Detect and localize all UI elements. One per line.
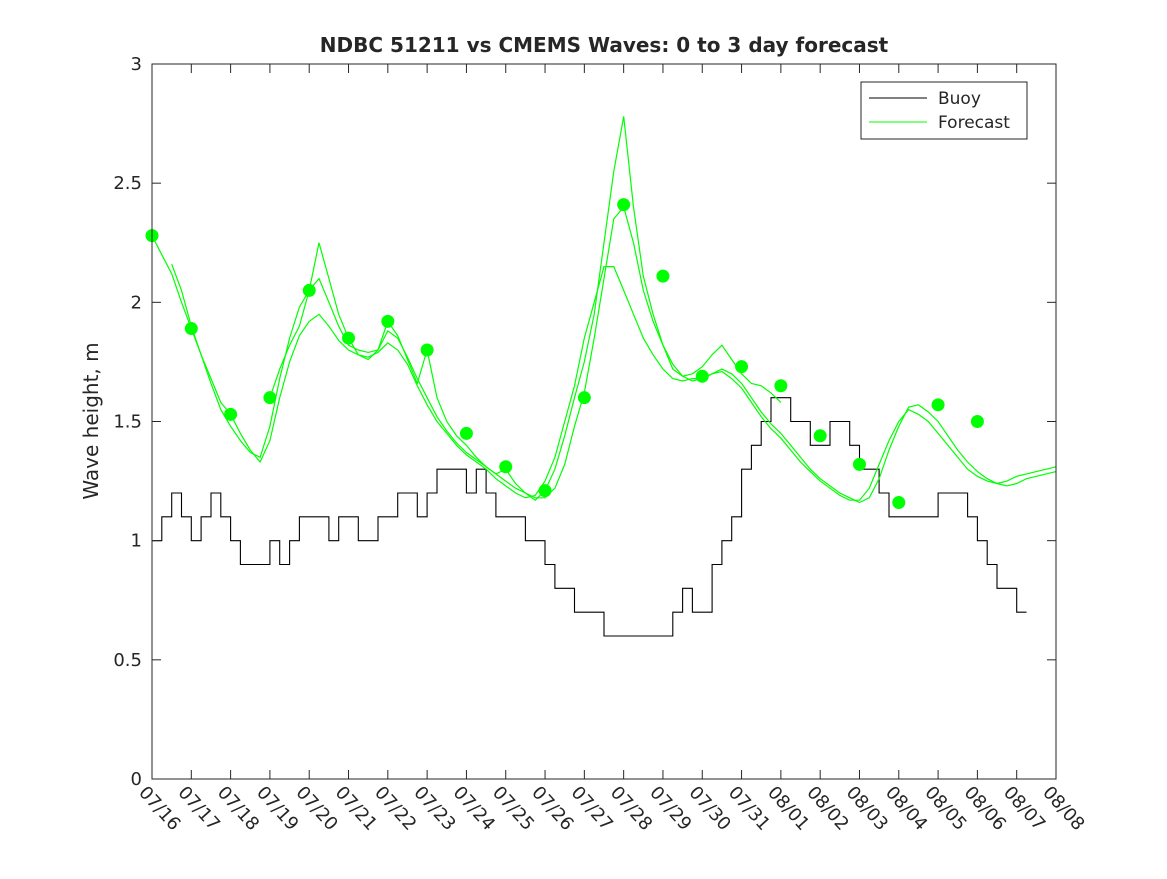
x-tick-label: 08/01 <box>763 782 813 835</box>
plot-area <box>152 64 1056 779</box>
forecast-series-line <box>171 205 1057 504</box>
y-tick-label: 2 <box>131 292 142 313</box>
x-tick-label: 08/08 <box>1038 782 1088 835</box>
chart-title: NDBC 51211 vs CMEMS Waves: 0 to 3 day fo… <box>320 33 889 57</box>
forecast-marker <box>459 426 473 440</box>
x-tick-label: 07/20 <box>292 782 342 835</box>
forecast-marker <box>184 322 198 336</box>
legend: Buoy Forecast <box>860 81 1028 140</box>
x-tick-label: 07/30 <box>685 782 735 835</box>
forecast-marker <box>656 269 670 283</box>
legend-box <box>860 81 1028 140</box>
y-tick-label: 3 <box>131 54 142 75</box>
x-tick-label: 08/04 <box>881 782 931 835</box>
x-tick-label: 07/31 <box>724 782 774 835</box>
forecast-marker <box>224 407 238 421</box>
forecast-marker <box>695 369 709 383</box>
forecast-marker <box>970 415 984 428</box>
x-tick-label: 07/22 <box>370 782 420 835</box>
forecast-marker <box>302 283 316 297</box>
forecast-marker <box>381 314 395 328</box>
forecast-marker <box>577 391 591 405</box>
buoy-series-line <box>152 397 1027 637</box>
x-tick-label: 07/16 <box>134 782 184 835</box>
x-tick-label: 07/19 <box>252 782 302 835</box>
forecast-marker <box>263 391 277 405</box>
x-tick-label: 07/23 <box>409 782 459 835</box>
forecast-marker <box>774 379 788 393</box>
x-tick-label: 08/07 <box>999 782 1049 835</box>
x-tick-label: 07/26 <box>527 782 577 835</box>
forecast-marker <box>892 496 906 510</box>
forecast-series-line <box>269 116 782 501</box>
series-layer <box>151 116 1057 637</box>
x-tick-label: 07/17 <box>174 782 224 835</box>
y-tick-label: 0.5 <box>113 650 142 671</box>
forecast-marker <box>735 360 749 374</box>
x-tick-label: 07/28 <box>606 782 656 835</box>
forecast-marker <box>538 484 552 498</box>
x-tick-label: 08/02 <box>802 782 852 835</box>
y-axis-label: Wave height, m <box>79 342 103 499</box>
y-tick-label: 1.5 <box>113 412 142 433</box>
forecast-marker <box>931 398 945 412</box>
forecast-marker <box>420 343 434 357</box>
x-tick-label: 08/06 <box>960 782 1010 835</box>
x-tick-label: 07/25 <box>488 782 538 835</box>
legend-forecast-label: Forecast <box>938 113 1010 133</box>
forecast-marker <box>813 429 827 443</box>
x-tick-label: 08/03 <box>842 782 892 835</box>
forecast-marker <box>617 198 631 212</box>
forecast-marker <box>342 331 356 345</box>
y-tick-label: 2.5 <box>113 173 142 194</box>
forecast-marker <box>852 457 866 471</box>
x-tick-label: 08/05 <box>920 782 970 835</box>
y-tick-label: 0 <box>131 769 142 790</box>
legend-buoy-label: Buoy <box>938 89 981 109</box>
x-tick-label: 07/18 <box>213 782 263 835</box>
y-tick-label: 1 <box>131 531 142 552</box>
marker-layer <box>145 198 984 510</box>
x-tick-label: 07/24 <box>449 782 499 835</box>
x-tick-label: 07/27 <box>567 782 617 835</box>
forecast-marker <box>499 460 513 474</box>
x-tick-label: 07/29 <box>645 782 695 835</box>
x-tick-label: 07/21 <box>331 782 381 835</box>
